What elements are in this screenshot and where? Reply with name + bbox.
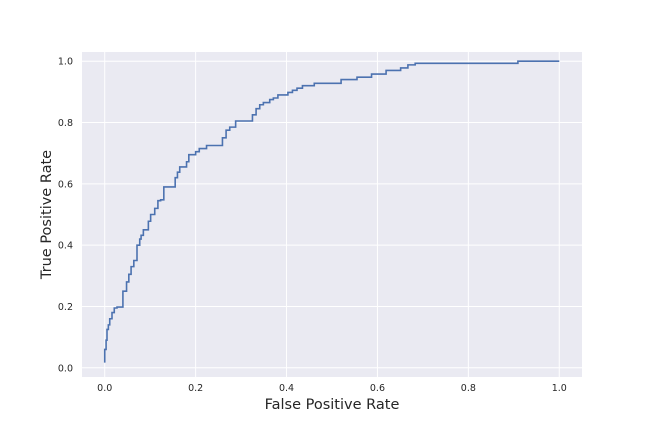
y-axis-label: True Positive Rate	[39, 150, 55, 280]
x-tick-label: 0.8	[461, 383, 476, 394]
plot-background	[82, 52, 582, 377]
y-tick-label: 0.2	[58, 302, 73, 313]
x-tick-label: 0.6	[370, 383, 385, 394]
x-tick-label: 1.0	[552, 383, 567, 394]
y-tick-label: 0.8	[58, 118, 73, 129]
y-tick-label: 0.0	[58, 363, 73, 374]
tick-labels: 0.0 0.2 0.4 0.6 0.8 1.0 0.0 0.2 0.4 0.6 0.8 1.0	[58, 57, 567, 394]
x-axis-label: False Positive Rate	[265, 397, 400, 413]
roc-curve-line	[103, 60, 560, 363]
y-tick-label: 0.4	[58, 241, 73, 252]
y-tick-label: 1.0	[58, 57, 73, 68]
x-tick-label: 0.2	[188, 383, 203, 394]
series-layer	[103, 60, 560, 363]
y-tick-label: 0.6	[58, 179, 73, 190]
grid-lines	[82, 52, 582, 377]
x-tick-label: 0.4	[279, 383, 294, 394]
x-tick-label: 0.0	[97, 383, 112, 394]
